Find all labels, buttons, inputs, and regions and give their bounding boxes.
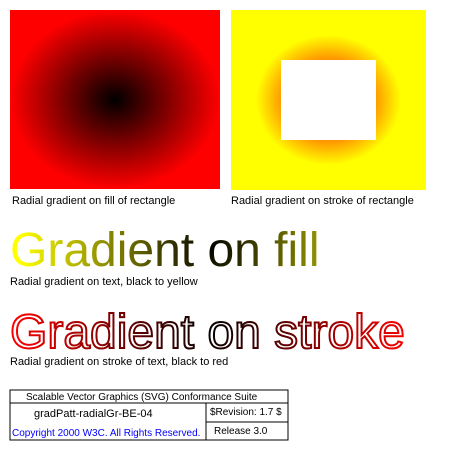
legend-copyright: Copyright 2000 W3C. All Rights Reserved.: [12, 428, 200, 439]
caption-stroke-rect: Radial gradient on stroke of rectangle: [231, 195, 414, 207]
test-legend: Scalable Vector Graphics (SVG) Conforman…: [9, 389, 289, 441]
legend-revision: $Revision: 1.7 $: [210, 407, 282, 418]
caption-fill-rect: Radial gradient on fill of rectangle: [12, 195, 175, 207]
gradient-fill-text: Gradient on fill: [10, 224, 320, 277]
legend-release: Release 3.0: [214, 426, 268, 437]
caption-text-fill: Radial gradient on text, black to yellow: [10, 276, 198, 288]
gradient-stroke-rectangle: [231, 10, 426, 190]
legend-test-id: gradPatt-radialGr-BE-04: [34, 408, 153, 420]
gradient-stroke-text: Gradient on stroke: [10, 306, 405, 359]
caption-text-stroke: Radial gradient on stroke of text, black…: [10, 356, 228, 368]
gradient-fill-rectangle: [10, 10, 220, 189]
legend-border: [9, 389, 289, 441]
legend-suite-title: Scalable Vector Graphics (SVG) Conforman…: [26, 392, 258, 403]
